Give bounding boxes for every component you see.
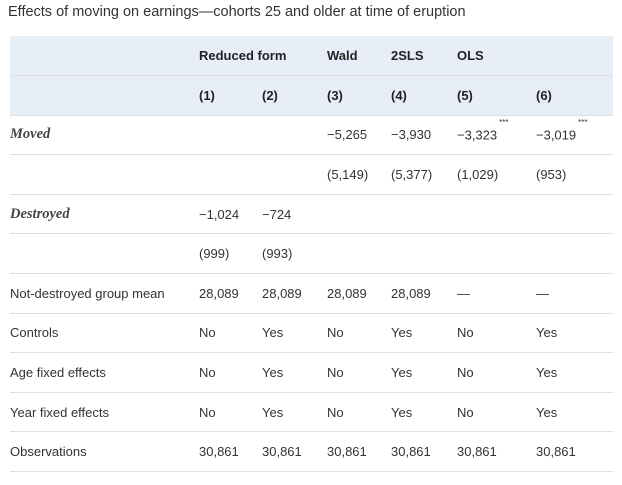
col-number: (4): [391, 75, 457, 116]
cell-se: [536, 233, 613, 274]
cell-value: No: [327, 391, 391, 432]
row-label-moved: Moved: [10, 114, 199, 155]
row-label: Age fixed effects: [10, 352, 199, 393]
cell-value: [262, 114, 327, 155]
row-label-blank: [10, 154, 199, 195]
col-number: (3): [327, 75, 391, 116]
cell-coef-starred: −3,323***: [457, 114, 536, 155]
cell-value: Yes: [391, 391, 457, 432]
cell-value: Yes: [262, 352, 327, 393]
cell-value: 30,861: [457, 431, 536, 473]
row-moved-se: (5,149) (5,377) (1,029) (953): [10, 154, 613, 195]
cell-se: (1,029): [457, 154, 536, 195]
row-controls: Controls No Yes No Yes No Yes: [10, 312, 613, 353]
header-row-models: Reduced form Wald 2SLS OLS: [10, 36, 613, 76]
cell-coef-starred: −3,019***: [536, 114, 613, 155]
cell-value: 28,089: [262, 273, 327, 314]
cell-value: 30,861: [199, 431, 262, 473]
cell-se: [199, 154, 262, 195]
cell-se: (999): [199, 233, 262, 274]
cell-value: 28,089: [199, 273, 262, 314]
cell-value: 30,861: [391, 431, 457, 473]
row-destroyed: Destroyed −1,024 −724: [10, 193, 613, 234]
cell-value: Yes: [262, 312, 327, 353]
row-observations: Observations 30,861 30,861 30,861 30,861…: [10, 431, 613, 473]
cell-se: (993): [262, 233, 327, 274]
cell-se: [327, 233, 391, 274]
cell-se: [391, 233, 457, 274]
cell-value: —: [457, 273, 536, 314]
row-not-destroyed-mean: Not-destroyed group mean 28,089 28,089 2…: [10, 273, 613, 314]
cell-value: No: [327, 352, 391, 393]
row-label-blank: [10, 233, 199, 274]
cell-value: [536, 193, 613, 234]
significance-stars: ***: [578, 118, 588, 128]
header-ols: OLS: [457, 48, 484, 64]
cell-value: 30,861: [327, 431, 391, 473]
cell-value: −724: [262, 193, 327, 234]
col-number: (2): [262, 75, 327, 116]
cell-value: No: [457, 312, 536, 353]
cell-value: −5,265: [327, 114, 391, 155]
table-caption: Effects of moving on earnings—cohorts 25…: [8, 4, 466, 20]
cell-value: No: [457, 391, 536, 432]
col-number: (5): [457, 75, 536, 116]
cell-value: Yes: [262, 391, 327, 432]
cell-value: Yes: [536, 352, 613, 393]
header-blank: [10, 36, 199, 76]
cell-value: 30,861: [536, 431, 613, 473]
cell-value: 30,861: [262, 431, 327, 473]
cell-value: No: [327, 312, 391, 353]
row-age-fixed-effects: Age fixed effects No Yes No Yes No Yes: [10, 352, 613, 393]
row-label-destroyed: Destroyed: [10, 193, 199, 234]
cell-value: Yes: [536, 391, 613, 432]
cell-se: [457, 233, 536, 274]
cell-value: Yes: [391, 352, 457, 393]
regression-table: Reduced form Wald 2SLS OLS (1) (2) (3) (…: [10, 36, 613, 473]
cell-value: −3,019: [536, 127, 577, 143]
cell-value: −1,024: [199, 193, 262, 234]
significance-stars: ***: [499, 118, 509, 128]
cell-value: No: [199, 312, 262, 353]
row-year-fixed-effects: Year fixed effects No Yes No Yes No Yes: [10, 391, 613, 432]
col-number: (6): [536, 75, 613, 116]
row-destroyed-se: (999) (993): [10, 233, 613, 274]
header-2sls: 2SLS: [391, 48, 424, 64]
header-blank: [536, 36, 613, 76]
col-number: (1): [199, 75, 262, 116]
cell-value: Yes: [391, 312, 457, 353]
header-blank: [10, 75, 199, 116]
row-label: Controls: [10, 312, 199, 353]
cell-value: —: [536, 273, 613, 314]
row-label: Observations: [10, 431, 199, 473]
cell-value: [457, 193, 536, 234]
cell-se: (953): [536, 154, 613, 195]
row-label: Not-destroyed group mean: [10, 273, 199, 314]
header-wald: Wald: [327, 48, 358, 64]
cell-value: [199, 114, 262, 155]
row-moved: Moved −5,265 −3,930 −3,323*** −3,019***: [10, 114, 613, 155]
cell-se: (5,377): [391, 154, 457, 195]
cell-se: [262, 154, 327, 195]
cell-value: −3,930: [391, 114, 457, 155]
cell-value: No: [457, 352, 536, 393]
row-label: Year fixed effects: [10, 391, 199, 432]
cell-se: (5,149): [327, 154, 391, 195]
cell-value: [327, 193, 391, 234]
cell-value: [391, 193, 457, 234]
cell-value: 28,089: [391, 273, 457, 314]
header-row-numbers: (1) (2) (3) (4) (5) (6): [10, 75, 613, 116]
cell-value: 28,089: [327, 273, 391, 314]
cell-value: Yes: [536, 312, 613, 353]
cell-value: No: [199, 352, 262, 393]
cell-value: No: [199, 391, 262, 432]
header-reduced-form: Reduced form: [199, 48, 287, 64]
cell-value: −3,323: [457, 127, 498, 143]
